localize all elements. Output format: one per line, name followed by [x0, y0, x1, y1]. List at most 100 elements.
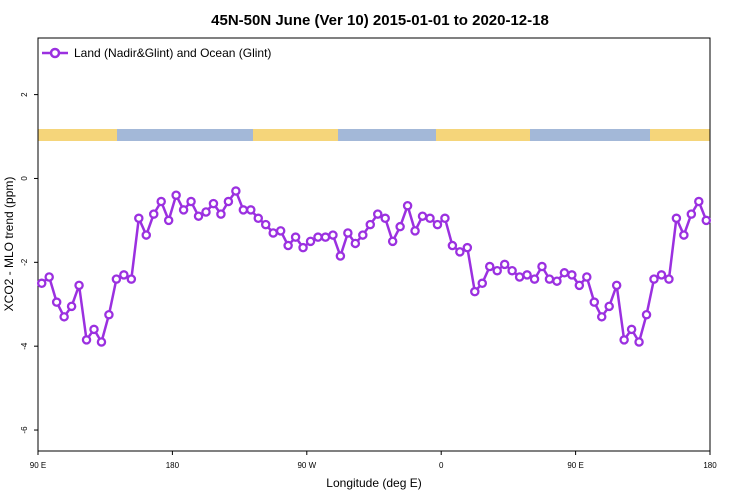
band-ocean-1 — [338, 129, 436, 141]
y-tick-label: -2 — [20, 258, 29, 266]
data-point — [529, 274, 540, 284]
data-point — [134, 213, 144, 224]
x-tick-label: 180 — [703, 461, 717, 470]
data-point — [634, 337, 644, 347]
data-point — [686, 209, 697, 219]
data-point — [507, 265, 517, 276]
data-point — [96, 337, 107, 347]
data-point — [126, 274, 137, 284]
data-point — [664, 274, 674, 284]
land-ocean-band — [38, 129, 710, 141]
y-tick-label: 2 — [20, 92, 29, 97]
data-point — [514, 272, 525, 282]
data-point — [589, 297, 600, 307]
data-point — [619, 335, 629, 345]
data-point — [582, 272, 592, 282]
data-point — [372, 209, 383, 219]
chart-title: 45N-50N June (Ver 10) 2015-01-01 to 2020… — [211, 12, 549, 29]
legend-marker — [49, 47, 61, 59]
data-point — [477, 278, 488, 289]
data-point — [499, 259, 510, 270]
data-point — [66, 301, 77, 312]
data-point — [395, 221, 405, 232]
data-point — [275, 226, 286, 236]
data-point — [440, 213, 450, 224]
data-point — [358, 230, 368, 240]
data-point — [260, 219, 271, 230]
data-point — [171, 190, 181, 200]
data-point — [470, 286, 480, 297]
data-point — [268, 228, 278, 238]
data-point — [238, 205, 249, 215]
data-point — [290, 232, 301, 242]
data-point — [216, 209, 226, 219]
data-point — [44, 272, 54, 282]
band-ocean-0 — [117, 129, 253, 141]
data-point — [89, 324, 99, 335]
x-tick-label: 90 E — [567, 461, 583, 470]
data-point — [141, 230, 152, 240]
legend-label: Land (Nadir&Glint) and Ocean (Glint) — [74, 46, 271, 60]
data-point — [626, 324, 637, 335]
data-point — [701, 215, 712, 226]
y-tick-label: 0 — [20, 176, 29, 181]
data-point — [656, 270, 667, 280]
data-point — [402, 200, 413, 211]
data-point — [380, 213, 390, 224]
data-point — [320, 232, 331, 242]
data-point — [432, 219, 443, 230]
data-point — [328, 230, 338, 240]
data-point — [425, 213, 435, 224]
data-point — [522, 270, 532, 280]
data-point — [283, 240, 293, 251]
data-point — [186, 196, 196, 207]
y-axis: -6 -4 -2 0 2 — [20, 92, 38, 434]
x-tick-label: 90 W — [297, 461, 316, 470]
data-point — [649, 274, 659, 284]
data-point — [410, 226, 420, 236]
data-point — [313, 232, 323, 242]
data-point — [492, 265, 502, 276]
data-point — [567, 270, 577, 280]
data-point — [679, 230, 689, 240]
data-point — [335, 251, 346, 261]
data-point — [559, 268, 570, 278]
data-point — [611, 280, 622, 291]
data-point — [178, 205, 189, 215]
data-point — [104, 309, 114, 320]
data-point — [447, 240, 458, 251]
series-group — [36, 186, 712, 347]
x-tick-label: 0 — [439, 461, 444, 470]
data-point — [552, 276, 562, 286]
data-point — [462, 242, 473, 253]
data-point — [231, 186, 241, 196]
data-point — [604, 301, 614, 312]
data-point — [596, 312, 607, 322]
x-tick-label: 180 — [166, 461, 180, 470]
data-point — [193, 211, 204, 221]
data-point — [455, 247, 465, 257]
data-point — [343, 228, 353, 238]
legend: Land (Nadir&Glint) and Ocean (Glint) — [42, 46, 271, 60]
data-point — [387, 236, 398, 247]
data-point — [163, 215, 174, 226]
data-point — [694, 196, 704, 207]
data-point — [51, 297, 62, 307]
x-axis: 90 E 180 90 W 0 90 E 180 — [30, 451, 717, 470]
x-axis-title: Longitude (deg E) — [326, 476, 421, 490]
data-point — [81, 335, 92, 345]
data-point — [74, 280, 84, 291]
data-point — [484, 261, 495, 272]
data-point — [350, 238, 361, 249]
band-ocean-2 — [530, 129, 650, 141]
data-point — [641, 309, 652, 320]
data-point — [111, 274, 122, 284]
data-point — [544, 274, 555, 284]
data-point — [417, 211, 428, 221]
y-axis-title: XCO2 - MLO trend (ppm) — [2, 177, 16, 312]
x-tick-label: 90 E — [30, 461, 46, 470]
data-point — [208, 198, 219, 209]
data-point — [671, 213, 682, 224]
data-point — [574, 280, 585, 291]
